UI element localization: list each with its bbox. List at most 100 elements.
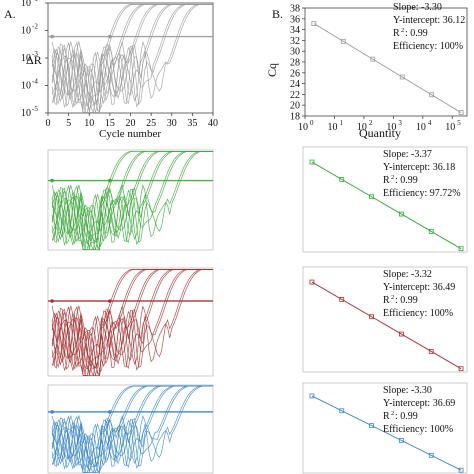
std-gray-y-tick-label: 22 xyxy=(290,90,300,101)
amp-red-plot xyxy=(47,267,214,377)
amp-gray-ylabel: ΔR xyxy=(26,53,42,67)
std-red-point xyxy=(339,296,345,302)
std-gray-x-tick-exponent: 4 xyxy=(428,119,432,127)
std-gray-point xyxy=(340,38,346,44)
std-green-point xyxy=(428,228,434,234)
amp-red-curve xyxy=(51,269,213,370)
amp-gray-y-tick-label: 10 xyxy=(21,53,31,64)
std-green-annotation-r2-sup: 2 xyxy=(391,174,394,181)
amp-gray-x-tick-label: 15 xyxy=(105,118,115,129)
amp-gray-y-tick-exponent: -5 xyxy=(32,105,38,113)
std-blue-annotation-r2-sup: 2 xyxy=(391,410,394,417)
std-gray-x-tick-label: 10 xyxy=(386,122,396,133)
std-red-point xyxy=(369,314,374,320)
std-green-annotation-r2-prefix: R xyxy=(383,175,390,186)
amp-red-curve xyxy=(51,269,213,375)
std-blue-annotation-r2-value: : 0.99 xyxy=(395,411,418,422)
std-blue-point xyxy=(398,438,404,443)
std-blue-annotation-slope: Slope: -3.30 xyxy=(383,385,432,396)
amp-gray-x-tick-label: 20 xyxy=(126,118,136,129)
std-gray-point xyxy=(370,56,376,62)
std-gray-y-tick-label: 30 xyxy=(290,47,300,58)
panel-label-b: B. xyxy=(272,7,283,21)
amp-gray-threshold-marker xyxy=(50,34,54,39)
amp-gray-x-tick-label: 30 xyxy=(167,118,177,129)
std-gray-y-tick-label: 38 xyxy=(290,4,300,15)
std-gray-ylabel: Cq xyxy=(265,63,279,77)
std-blue-annotation-intercept: Y-intercept: 36.69 xyxy=(383,398,455,409)
std-red-annotation-r2-value: : 0.99 xyxy=(395,295,418,306)
std-green-fit-line xyxy=(311,161,462,250)
amp-gray-y-tick-label: 10 xyxy=(21,26,31,37)
std-red-point xyxy=(428,348,434,354)
amp-red-curve xyxy=(51,269,213,376)
amp-blue-plot xyxy=(47,384,214,474)
std-red-annotation-slope: Slope: -3.32 xyxy=(383,269,432,280)
amp-gray-x-tick-label: 40 xyxy=(208,118,218,129)
std-red-fit-line xyxy=(311,281,462,370)
std-gray-y-tick-label: 36 xyxy=(290,14,300,25)
std-gray-axes: Cq Quantity xyxy=(265,7,468,140)
std-red-point xyxy=(458,366,464,372)
std-gray-x-tick-exponent: 0 xyxy=(310,119,314,127)
amp-red-frame xyxy=(47,267,214,377)
std-blue-point xyxy=(339,408,345,414)
std-red-point xyxy=(398,331,404,337)
std-gray-x-tick-label: 10 xyxy=(416,122,426,133)
std-gray-x-tick-exponent: 5 xyxy=(457,119,461,127)
std-gray-annotation-r2-value: : 0.99 xyxy=(405,28,428,39)
std-red-annotation-r2-prefix: R xyxy=(383,295,390,306)
std-gray-x-tick-label: 10 xyxy=(445,122,455,133)
amp-gray-y-tick-exponent: -2 xyxy=(32,23,38,31)
std-red-plot: Slope: -3.32 Y-intercept: 36.49 R 2: 0.99 Ef… xyxy=(302,266,468,373)
std-gray-y-tick-label: 28 xyxy=(290,58,300,69)
std-gray-point xyxy=(399,74,405,80)
amp-blue-curve xyxy=(51,385,213,473)
amp-green-curve xyxy=(51,150,213,245)
std-gray-y-tick-label: 18 xyxy=(290,112,300,123)
std-gray-y-tick-label: 24 xyxy=(290,79,300,90)
std-gray-y-tick-label: 32 xyxy=(290,36,300,47)
std-gray-annotation-intercept: Y-intercept: 36.12 xyxy=(393,15,465,26)
panel-label-a: A. xyxy=(4,7,16,21)
amp-green-threshold-marker xyxy=(50,178,54,183)
std-gray-fit-line xyxy=(313,23,462,113)
amp-gray-x-tick-label: 5 xyxy=(66,118,71,129)
std-gray-y-tick-label: 34 xyxy=(290,25,300,36)
std-gray-annotation-efficiency: Efficiency: 100% xyxy=(393,41,463,52)
amp-gray-y-tick-exponent: -4 xyxy=(32,78,38,86)
std-green-point xyxy=(339,176,345,182)
std-gray-x-tick-label: 10 xyxy=(357,122,367,133)
amp-gray-x-tick-label: 10 xyxy=(84,118,94,129)
std-green-frame xyxy=(302,146,468,253)
amp-gray-x-tick-label: 0 xyxy=(46,118,51,129)
std-red-annotation-intercept: Y-intercept: 36.49 xyxy=(383,282,455,293)
std-blue-point xyxy=(309,393,315,399)
amp-green-curve xyxy=(51,150,213,250)
std-blue-annotation-r2-prefix: R xyxy=(383,411,390,422)
std-green-point xyxy=(458,246,464,252)
std-blue-point xyxy=(428,452,434,458)
amp-gray-curve xyxy=(51,4,213,107)
std-gray-x-tick-exponent: 2 xyxy=(369,119,373,127)
amp-blue-curve xyxy=(51,385,213,472)
std-red-point xyxy=(309,279,315,285)
std-green-annotation-slope: Slope: -3.37 xyxy=(383,149,432,160)
std-gray-annotation-r2-sup: 2 xyxy=(401,27,404,34)
std-gray-xlabel: Quantity xyxy=(359,126,401,140)
amp-gray-y-tick-label: 10 xyxy=(21,108,31,119)
std-red-annotation-efficiency: Efficiency: 100% xyxy=(383,308,453,319)
amp-gray-y-tick-exponent: -1 xyxy=(32,0,38,3)
std-gray-x-tick-exponent: 3 xyxy=(398,119,402,127)
amp-green-curve xyxy=(51,150,213,249)
std-gray-point xyxy=(458,110,464,115)
std-green-point xyxy=(369,194,374,200)
amp-gray-y-tick-label: 10 xyxy=(21,0,31,9)
amp-green-plot xyxy=(47,149,214,251)
amp-blue-curve xyxy=(51,385,213,469)
amp-gray-curve xyxy=(51,4,213,113)
amp-blue-frame xyxy=(47,384,214,474)
